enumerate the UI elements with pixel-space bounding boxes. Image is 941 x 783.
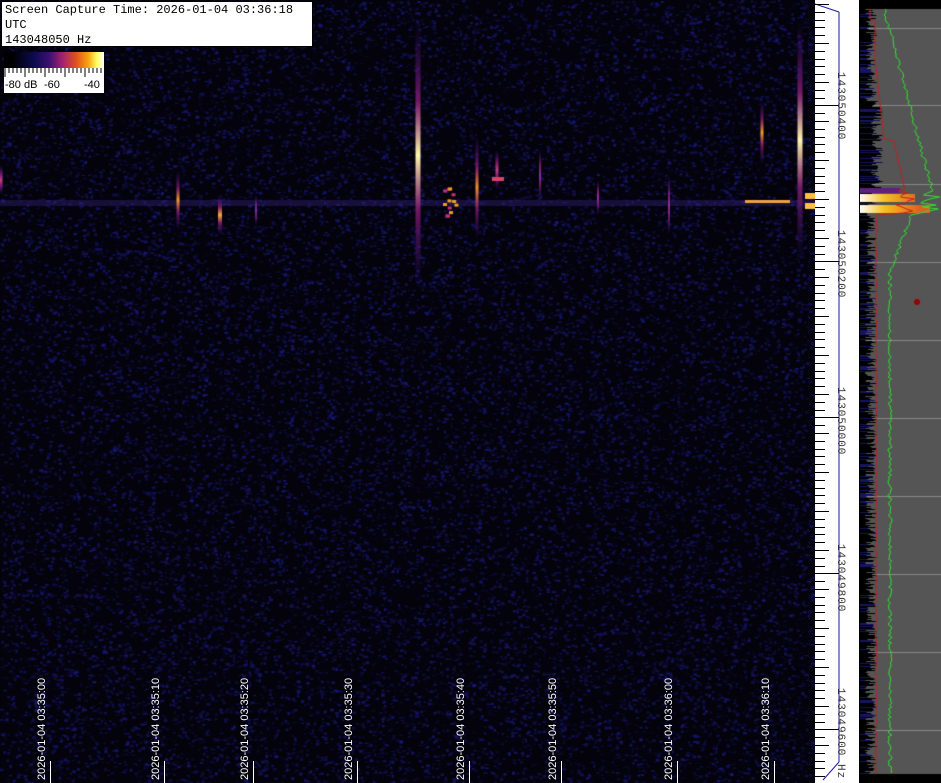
time-label: 2026-01-04 03:36:10	[760, 677, 772, 780]
spectrum-profile-panel	[860, 0, 941, 783]
freq-label: 143049600 Hz	[834, 688, 846, 780]
time-tick	[774, 761, 775, 783]
colorbar-label-min: -80 dB	[5, 79, 38, 91]
colorbar-label-mid: -60	[44, 79, 60, 91]
time-tick	[50, 761, 51, 783]
capture-time: Screen Capture Time: 2026-01-04 03:36:18…	[5, 3, 294, 32]
time-tick	[561, 761, 562, 783]
time-tick	[357, 761, 358, 783]
color-scale-legend: -80 dB -60 -40	[4, 52, 104, 93]
freq-label: 143050200	[834, 230, 846, 299]
time-label: 2026-01-04 03:35:50	[547, 677, 559, 780]
frequency-axis	[814, 0, 859, 783]
time-label: 2026-01-04 03:35:30	[343, 677, 355, 780]
time-label: 2026-01-04 03:35:40	[455, 677, 467, 780]
time-label: 2026-01-04 03:35:00	[36, 677, 48, 780]
color-scale-gradient	[4, 52, 104, 68]
waterfall-spectrogram	[0, 0, 815, 783]
time-tick	[164, 761, 165, 783]
axis-line	[822, 761, 840, 781]
time-label: 2026-01-04 03:36:00	[663, 677, 675, 780]
capture-info-box: Screen Capture Time: 2026-01-04 03:36:18…	[1, 1, 313, 62]
time-tick	[253, 761, 254, 783]
colorbar-label-max: -40	[84, 79, 100, 91]
time-tick	[469, 761, 470, 783]
freq-label: 143050000	[834, 387, 846, 456]
color-scale-ticks	[4, 68, 102, 77]
time-label: 2026-01-04 03:35:20	[239, 677, 251, 780]
freq-label: 143050400	[834, 72, 846, 141]
frequency-ticks	[814, 3, 840, 781]
freq-label: 143049800	[834, 544, 846, 613]
center-frequency: 143048050 Hz	[5, 33, 92, 47]
time-label: 2026-01-04 03:35:10	[150, 677, 162, 780]
time-tick	[677, 761, 678, 783]
axis-line	[814, 3, 840, 13]
